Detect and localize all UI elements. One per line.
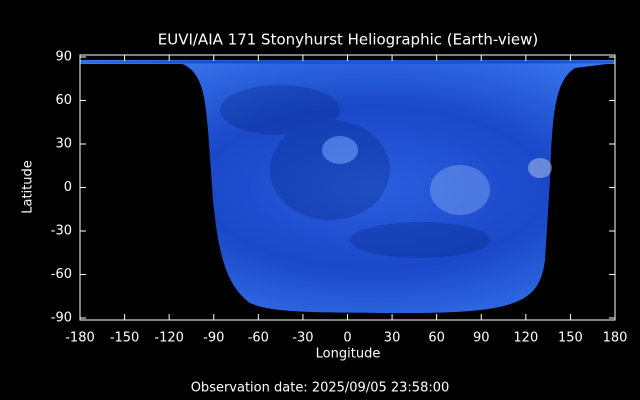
x-tick-label: -150 [110, 331, 140, 346]
x-axis-label: Longitude [316, 347, 381, 362]
x-tick-label: 0 [343, 331, 351, 346]
x-tick-label: 90 [473, 331, 490, 346]
y-tick-label: -30 [51, 224, 72, 239]
x-tick-label: -30 [292, 331, 313, 346]
x-tick-label: -90 [203, 331, 224, 346]
x-tick-label: 30 [384, 331, 401, 346]
y-axis-label: Latitude [21, 160, 36, 214]
y-tick-label: 60 [55, 93, 72, 108]
y-tick-label: 0 [64, 180, 72, 195]
x-tick-label: 60 [428, 331, 445, 346]
x-tick-label: 150 [558, 331, 583, 346]
x-tick-label: -180 [65, 331, 95, 346]
y-tick-label: 90 [55, 50, 72, 65]
x-tick-label: 180 [603, 331, 628, 346]
footer: Observation date: 2025/09/05 23:58:00 [191, 381, 450, 396]
heliographic-map [80, 63, 615, 313]
x-tick-label: -120 [154, 331, 184, 346]
y-tick-label: -60 [51, 267, 72, 282]
x-tick-label: 120 [513, 331, 538, 346]
x-tick-label: -60 [248, 331, 269, 346]
chart-title: EUVI/AIA 171 Stonyhurst Heliographic (Ea… [158, 31, 539, 49]
texture [220, 85, 552, 258]
y-tick-label: -90 [51, 311, 72, 326]
y-tick-label: 30 [55, 137, 72, 152]
